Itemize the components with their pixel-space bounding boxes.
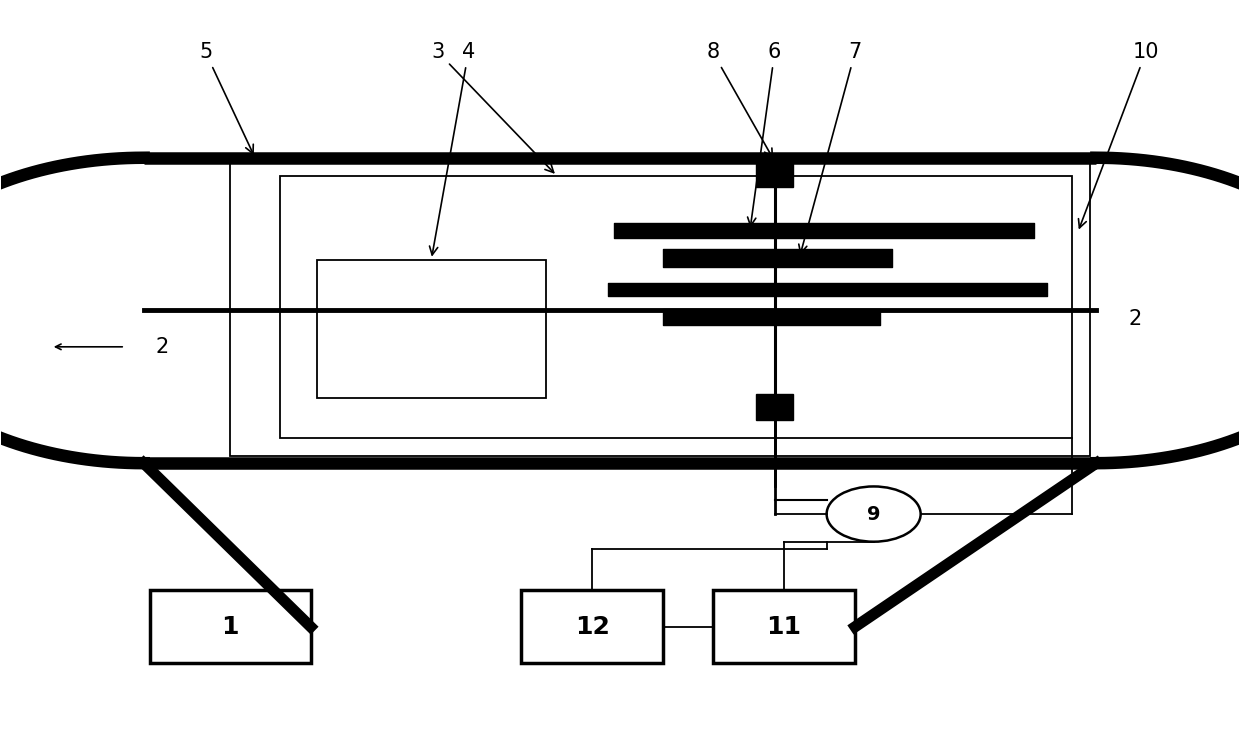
- Text: 3: 3: [432, 42, 554, 172]
- Bar: [150, 591, 311, 663]
- Text: 10: 10: [1079, 42, 1159, 228]
- Text: 11: 11: [766, 615, 801, 639]
- Text: 9: 9: [867, 504, 880, 523]
- Text: 8: 8: [707, 42, 773, 158]
- Text: 7: 7: [799, 42, 862, 253]
- Text: 1: 1: [222, 615, 239, 639]
- Bar: [713, 591, 856, 663]
- Bar: [317, 260, 546, 398]
- Bar: [280, 176, 1071, 438]
- Text: 12: 12: [574, 615, 610, 639]
- Polygon shape: [756, 394, 794, 420]
- Bar: [231, 158, 1090, 456]
- Text: 2: 2: [1128, 309, 1142, 328]
- Bar: [521, 591, 663, 663]
- Text: 6: 6: [748, 42, 781, 226]
- Text: 4: 4: [429, 42, 475, 255]
- Text: 2: 2: [155, 337, 169, 357]
- Text: 5: 5: [198, 42, 253, 153]
- Polygon shape: [756, 161, 794, 187]
